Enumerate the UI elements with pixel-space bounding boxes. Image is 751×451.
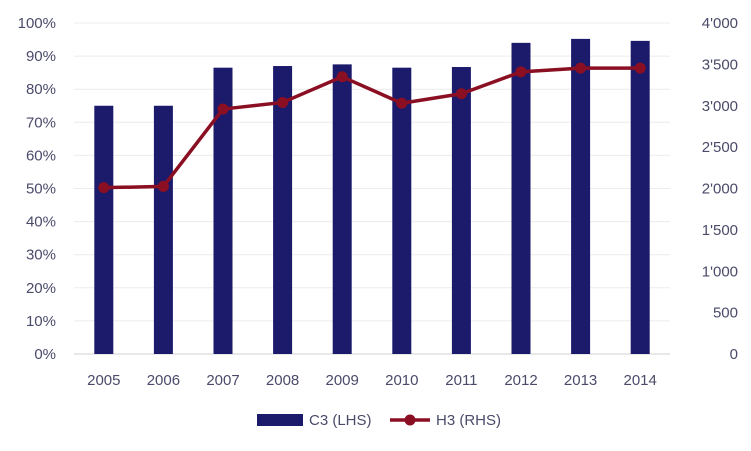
bar-c3-2014 (630, 40, 650, 355)
bar-c3-2012 (511, 42, 531, 355)
bar-c3-2007 (213, 67, 233, 354)
point-h3-2005 (98, 182, 110, 194)
line-h3 (103, 66, 641, 190)
x-tick-label: 2007 (206, 372, 239, 389)
y-left-tick-label: 20% (26, 280, 56, 297)
y-right-tick-label: 4'000 (702, 15, 738, 32)
x-tick-label: 2014 (624, 372, 657, 389)
bar-c3-2010 (392, 67, 412, 354)
bar-series-c3 (94, 38, 650, 355)
x-tick-label: 2013 (564, 372, 597, 389)
y-right-tick-label: 1'000 (702, 263, 738, 280)
point-h3-2009 (336, 71, 348, 83)
bar-c3-2008 (273, 66, 293, 354)
point-h3-2006 (157, 180, 169, 192)
y-left-tick-label: 70% (26, 114, 56, 131)
bar-c3-2009 (332, 64, 352, 354)
y-right-tick-label: 0 (730, 346, 738, 363)
point-h3-2008 (277, 96, 289, 108)
y-right-tick-label: 2'500 (702, 139, 738, 156)
y-right-tick-label: 2'000 (702, 181, 738, 198)
line-series-h3 (98, 62, 646, 194)
bar-c3-2005 (94, 105, 114, 354)
y-left-tick-label: 10% (26, 313, 56, 330)
bar-c3-2013 (571, 38, 591, 354)
legend-label-h3: H3 (RHS) (436, 412, 501, 429)
y-left-tick-label: 30% (26, 247, 56, 264)
point-h3-2014 (634, 62, 646, 74)
x-tick-label: 2010 (385, 372, 418, 389)
point-h3-2012 (515, 66, 527, 78)
point-h3-2011 (455, 88, 467, 100)
y-left-tick-label: 0% (34, 346, 56, 363)
y-left-tick-label: 90% (26, 48, 56, 65)
y-left-tick-label: 60% (26, 147, 56, 164)
y-right-tick-label: 3'000 (702, 98, 738, 115)
x-tick-label: 2008 (266, 372, 299, 389)
bar-c3-2006 (153, 105, 173, 354)
y-left-tick-label: 100% (18, 15, 56, 32)
x-tick-label: 2012 (504, 372, 537, 389)
x-tick-label: 2009 (326, 372, 359, 389)
y-axis-right: 0 500 1'000 1'500 2'000 2'500 3'000 3'500 4'000 (702, 15, 738, 363)
x-axis: 2005 2006 2007 2008 2009 2010 2011 2012 2013 2014 (87, 372, 657, 389)
legend: C3 (LHS) H3 (RHS) (257, 412, 501, 429)
y-left-tick-label: 50% (26, 181, 56, 198)
legend-swatch-h3-marker (404, 414, 416, 426)
x-tick-label: 2005 (87, 372, 120, 389)
y-right-tick-label: 1'500 (702, 222, 738, 239)
point-h3-2010 (396, 97, 408, 109)
y-left-tick-label: 40% (26, 214, 56, 231)
y-right-tick-label: 500 (713, 305, 738, 322)
y-right-tick-label: 3'500 (702, 56, 738, 73)
x-tick-label: 2006 (147, 372, 180, 389)
y-axis-left: 0% 10% 20% 30% 40% 50% 60% 70% 80% 90% 100% (18, 15, 56, 363)
legend-swatch-c3 (257, 414, 303, 426)
x-tick-label: 2011 (445, 372, 477, 389)
legend-label-c3: C3 (LHS) (309, 412, 372, 429)
point-h3-2013 (575, 62, 587, 74)
y-left-tick-label: 80% (26, 81, 56, 98)
point-h3-2007 (217, 103, 229, 115)
bar-c3-2011 (451, 67, 471, 354)
